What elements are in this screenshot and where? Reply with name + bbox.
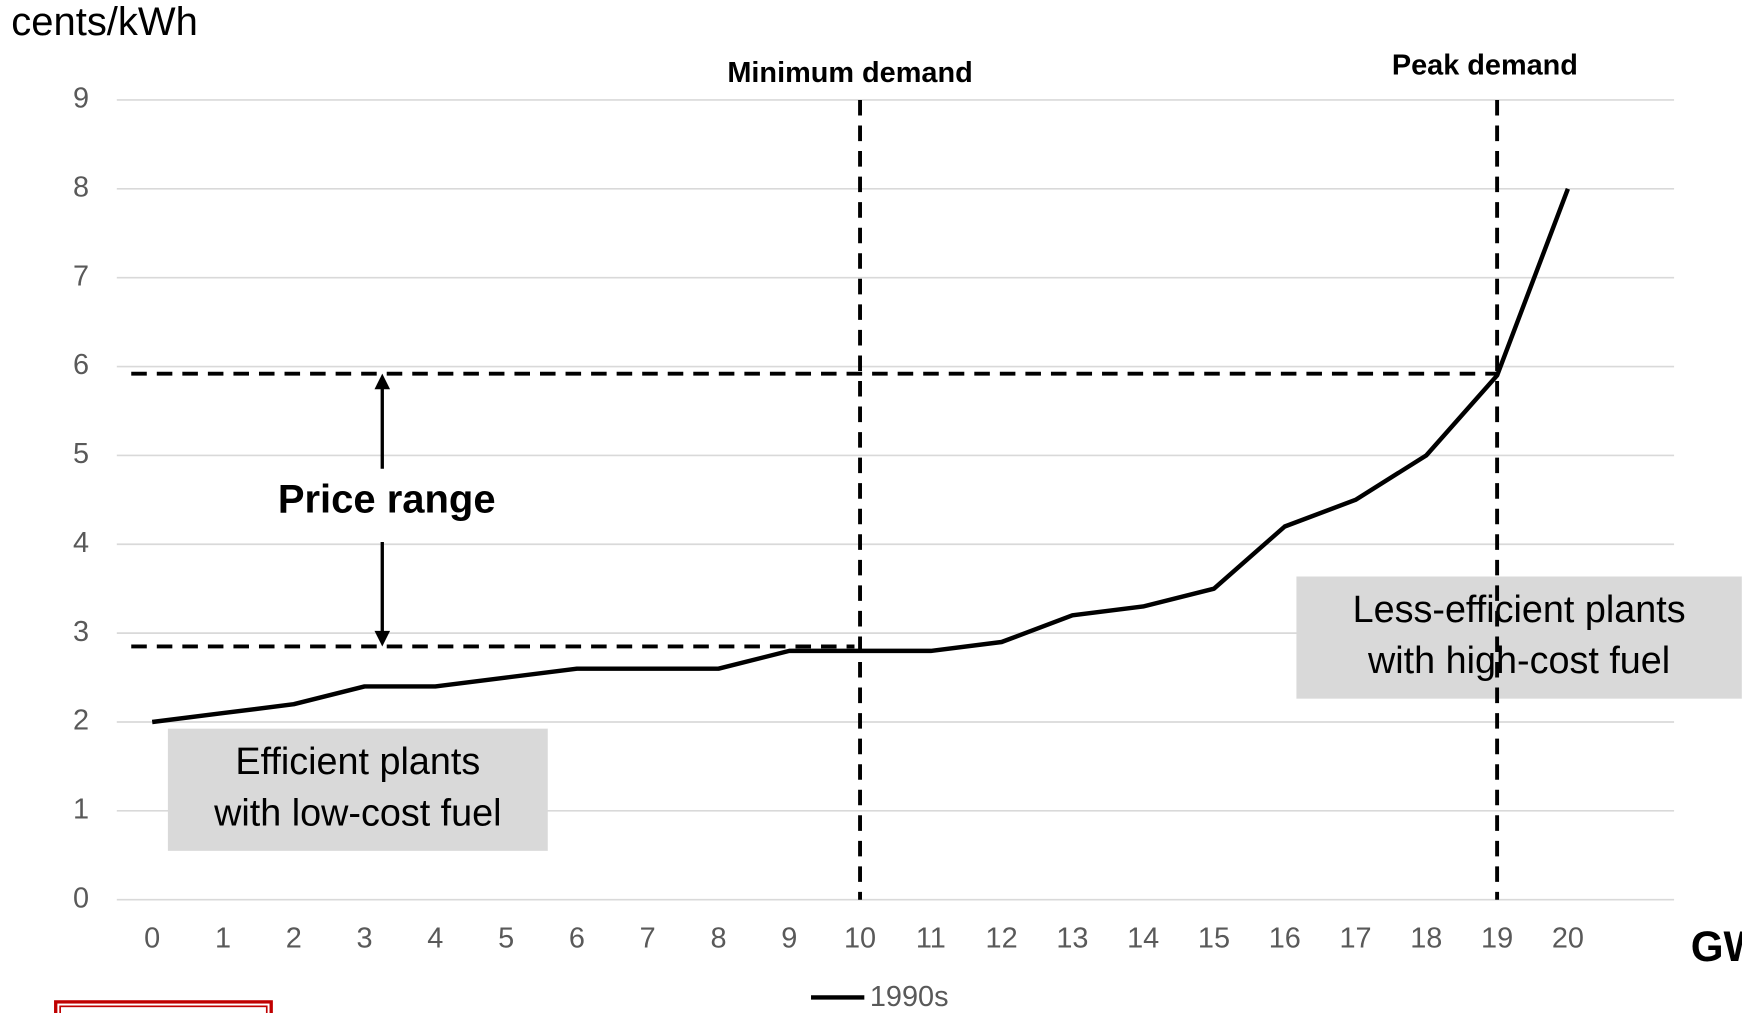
reference-label: Minimum demand bbox=[727, 57, 972, 89]
x-axis-label: GW bbox=[1691, 923, 1742, 970]
x-tick-label: 6 bbox=[569, 922, 585, 954]
annotation-text: Less-efficient plants bbox=[1353, 589, 1686, 631]
y-tick-label: 3 bbox=[73, 616, 89, 648]
x-tick-label: 19 bbox=[1481, 922, 1513, 954]
y-tick-label: 5 bbox=[73, 438, 89, 470]
x-tick-label: 0 bbox=[144, 922, 160, 954]
x-tick-label: 12 bbox=[986, 922, 1018, 954]
x-tick-label: 16 bbox=[1269, 922, 1301, 954]
x-tick-label: 7 bbox=[640, 922, 656, 954]
x-tick-label: 5 bbox=[498, 922, 514, 954]
y-tick-label: 6 bbox=[73, 349, 89, 381]
reference-label: Peak demand bbox=[1392, 49, 1578, 81]
annotation-box bbox=[1296, 576, 1742, 699]
x-tick-label: 1 bbox=[215, 922, 231, 954]
y-tick-label: 8 bbox=[73, 171, 89, 203]
logo-frame bbox=[54, 1000, 273, 1013]
range-label: Price range bbox=[278, 478, 496, 522]
y-tick-label: 7 bbox=[73, 260, 89, 292]
annotation-text: with high-cost fuel bbox=[1367, 640, 1670, 682]
y-tick-label: 2 bbox=[73, 705, 89, 737]
x-tick-label: 18 bbox=[1410, 922, 1442, 954]
x-tick-label: 8 bbox=[710, 922, 726, 954]
annotation-box bbox=[167, 728, 548, 851]
x-tick-label: 10 bbox=[844, 922, 876, 954]
x-tick-label: 9 bbox=[781, 922, 797, 954]
y-axis-label: cents/kWh bbox=[11, 0, 198, 44]
annotation-text: with low-cost fuel bbox=[213, 792, 501, 834]
data-line bbox=[151, 188, 1570, 725]
y-tick-label: 0 bbox=[73, 882, 89, 914]
x-tick-label: 2 bbox=[286, 922, 302, 954]
annotation-text: Efficient plants bbox=[235, 741, 480, 783]
x-tick-label: 20 bbox=[1552, 922, 1584, 954]
x-tick-label: 4 bbox=[427, 922, 443, 954]
x-tick-label: 15 bbox=[1198, 922, 1230, 954]
legend-label: 1990s bbox=[870, 981, 949, 1013]
y-tick-label: 4 bbox=[73, 527, 89, 559]
x-tick-label: 17 bbox=[1339, 922, 1371, 954]
arrow-head bbox=[374, 630, 391, 647]
logo-frame-inner bbox=[59, 1005, 268, 1013]
x-tick-label: 3 bbox=[357, 922, 373, 954]
arrow-head bbox=[374, 373, 391, 390]
x-tick-label: 13 bbox=[1056, 922, 1088, 954]
y-tick-label: 1 bbox=[73, 793, 89, 825]
x-tick-label: 11 bbox=[916, 922, 946, 954]
y-tick-label: 9 bbox=[73, 83, 89, 115]
x-tick-label: 14 bbox=[1127, 922, 1159, 954]
